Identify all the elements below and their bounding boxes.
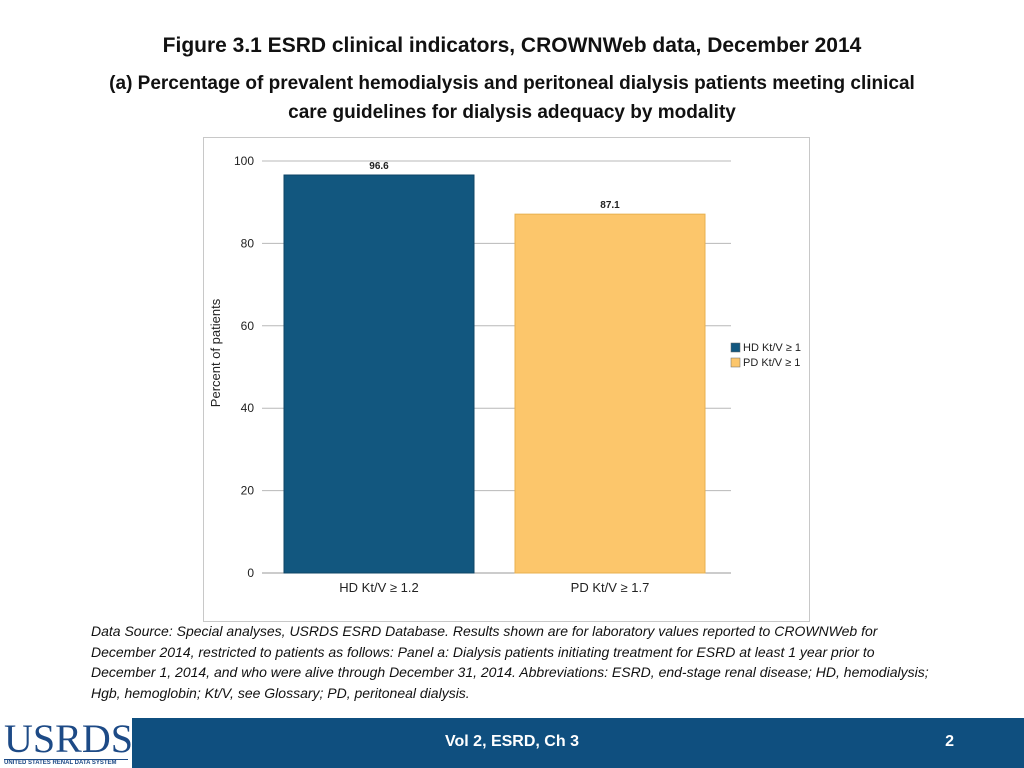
bar-hd — [283, 174, 475, 574]
logo-wordmark: USRDS — [4, 716, 133, 761]
usrds-logo: USRDS UNITED STATES RENAL DATA SYSTEM — [0, 716, 133, 768]
y-tick-label-0: 0 — [247, 566, 254, 580]
x-tick-label-hd: HD Kt/V ≥ 1.2 — [339, 580, 418, 595]
legend-label-pd: PD Kt/V ≥ 1 — [743, 357, 800, 369]
data-label-hd: 96.6 — [369, 161, 389, 172]
y-tick-label-60: 60 — [241, 319, 255, 333]
figure-subtitle: (a) Percentage of prevalent hemodialysis… — [109, 73, 915, 123]
figure-title: Figure 3.1 ESRD clinical indicators, CRO… — [162, 34, 862, 57]
y-axis-label: Percent of patients — [208, 298, 223, 407]
footer-bar: USRDS UNITED STATES RENAL DATA SYSTEM Vo… — [0, 718, 1024, 768]
y-tick-label-40: 40 — [241, 401, 255, 415]
data-label-pd: 87.1 — [600, 200, 620, 211]
data-source-note: Data Source: Special analyses, USRDS ESR… — [91, 623, 929, 701]
legend-swatch-hd — [730, 342, 741, 353]
y-tick-label-20: 20 — [241, 484, 255, 498]
logo-tagline: UNITED STATES RENAL DATA SYSTEM — [4, 760, 117, 766]
chart-frame: 0 20 40 60 80 100 Percent of patients 96.6 HD Kt… — [203, 137, 810, 622]
legend-label-hd: HD Kt/V ≥ 1 — [743, 342, 801, 354]
page-number: 2 — [945, 733, 954, 750]
bar-chart: 0 20 40 60 80 100 Percent of patients 96.6 HD Kt… — [208, 154, 801, 595]
bar-pd — [514, 213, 706, 574]
logo-rule — [4, 759, 128, 760]
y-tick-label-80: 80 — [241, 236, 255, 250]
legend-swatch-pd — [730, 357, 741, 368]
y-tick-label-100: 100 — [234, 154, 254, 168]
footer-volume-label: Vol 2, ESRD, Ch 3 — [445, 733, 579, 750]
x-tick-label-pd: PD Kt/V ≥ 1.7 — [571, 580, 650, 595]
